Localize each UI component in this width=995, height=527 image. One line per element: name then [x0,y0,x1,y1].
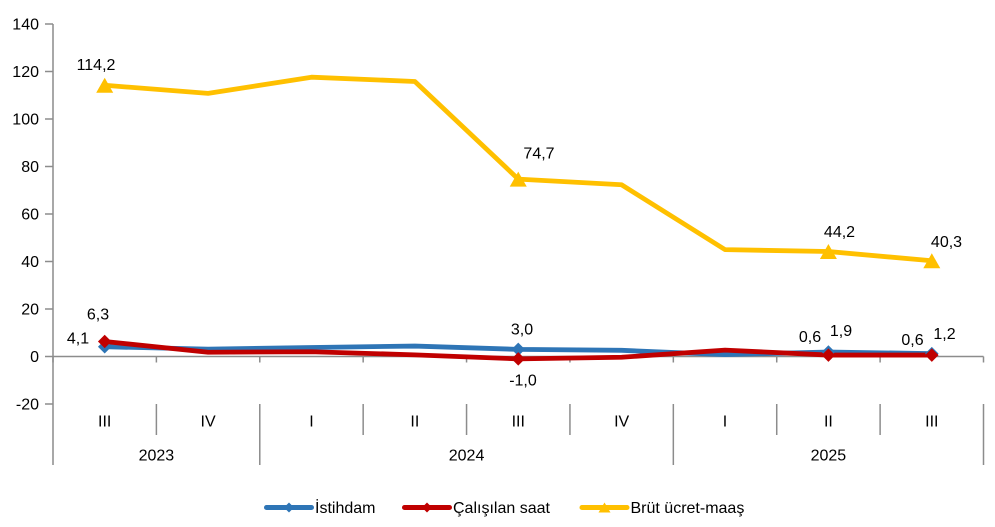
data-label: 1,9 [830,323,852,340]
y-tick-label: 20 [21,302,39,319]
quarter-row: III IV I II III IV I II III [98,404,985,465]
y-tick-label: 140 [12,17,39,34]
data-label: 114,2 [77,57,116,74]
marker-calisilan-saat [925,348,939,362]
marker-brut-ucret-maas [923,253,941,269]
year-label: 2024 [449,448,485,465]
quarter-label: I [723,414,727,431]
legend-marker-calisilan-saat [422,502,432,513]
legend-label-calisilan-saat: Çalışılan saat [453,500,550,517]
data-label: 40,3 [931,234,962,251]
legend-label-brut-ucret-maas: Brüt ücret-maaş [631,500,745,517]
quarter-label: I [309,414,313,431]
quarter-label: IV [201,414,216,431]
y-tick-label: 0 [30,349,39,366]
legend-marker-istihdam [284,502,294,513]
marker-brut-ucret-maas [819,244,837,260]
marker-calisilan-saat [97,334,112,349]
marker-brut-ucret-maas [509,171,527,187]
marker-brut-ucret-maas [96,77,114,93]
year-label: 2025 [811,448,847,465]
y-tick-label: 40 [21,254,39,271]
legend-marker-brut-ucret-maas [598,502,611,513]
data-label: -1,0 [509,373,537,390]
data-label: 44,2 [824,224,855,241]
data-label: 0,6 [901,332,923,349]
marker-istihdam [511,342,525,357]
series-line-brut-ucret-maas [102,74,935,264]
year-row: 2023 2024 2025 [139,448,847,465]
legend-item-istihdam: İstihdam [264,498,375,517]
data-label: 3,0 [511,322,533,339]
series-markers [96,77,941,366]
legend-item-calisilan-saat: Çalışılan saat [402,500,550,517]
data-label: 1,2 [933,326,955,343]
y-tick-label: 80 [21,159,39,176]
quarter-label: III [512,414,525,431]
y-tick-label: 100 [12,112,39,129]
data-labels: 4,1 6,3 114,2 3,0 -1,0 74,7 0,6 1,9 0,6 1,2 44,2 40… [67,57,962,390]
data-label: 74,7 [523,146,554,163]
legend-item-brut-ucret-maas: Brüt ücret-maaş [579,500,745,517]
data-label: 6,3 [87,307,109,324]
legend: İstihdam Çalışılan saat Brüt ücret-maaş [264,498,745,517]
legend-label-istihdam: İstihdam [315,498,375,517]
quarter-label: III [98,414,111,431]
quarter-label: II [410,414,419,431]
marker-calisilan-saat [821,348,836,362]
y-tick-label: 120 [12,64,39,81]
data-label: 0,6 [799,329,821,346]
series-lines [102,74,935,362]
y-tick-label: 60 [21,207,39,224]
marker-calisilan-saat [511,352,525,366]
year-label: 2023 [139,448,175,465]
data-label: 4,1 [67,331,89,348]
quarter-label: II [824,414,833,431]
quarter-label: III [925,414,938,431]
y-tick-label: -20 [16,397,39,414]
value-axis: 140 120 100 80 60 40 20 0 -20 [12,17,54,465]
quarter-label: IV [614,414,629,431]
